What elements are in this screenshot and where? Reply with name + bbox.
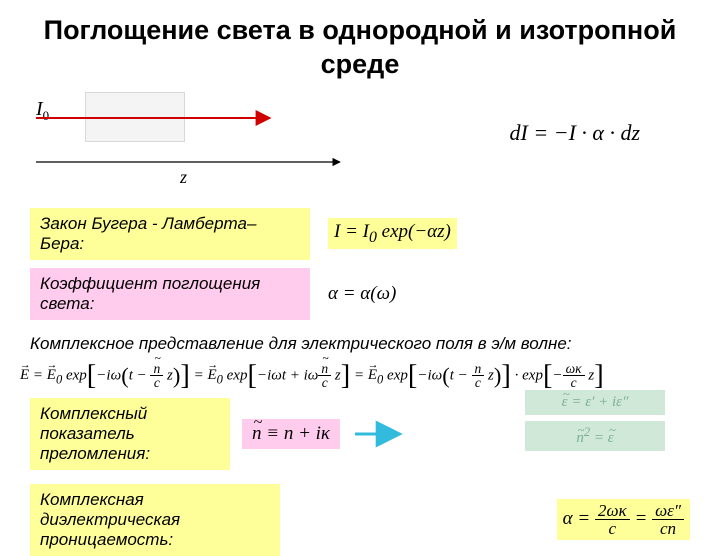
differential-equation: dI = −I · α · dz: [510, 120, 640, 146]
coef-formula: α = α(ω): [328, 283, 396, 305]
coef-label: Коэффициент поглощения света:: [30, 268, 310, 320]
law-label: Закон Бугера - Ламберта–Бера:: [30, 208, 310, 260]
green-box-1: ε = ε′ + iε″: [525, 390, 665, 415]
coef-row: Коэффициент поглощения света: α = α(ω): [30, 268, 690, 320]
blue-arrow-icon: [352, 419, 412, 449]
permittivity-row: Комплексная диэлектрическая проницаемост…: [30, 484, 690, 556]
green-side-boxes: ε = ε′ + iε″ n2 = ε: [525, 390, 665, 457]
permittivity-label: Комплексная диэлектрическая проницаемост…: [30, 484, 280, 556]
diagram-arrows: [30, 90, 360, 190]
green-box-2: n2 = ε: [525, 421, 665, 451]
diagram: I0 z dI = −I · α · dz: [30, 90, 690, 200]
refraction-label: Комплексныйпоказатель преломления:: [30, 398, 230, 470]
alpha-formula: α = 2ωκc = ωε″cn: [557, 499, 690, 540]
law-row: Закон Бугера - Ламберта–Бера: I = I0 exp…: [30, 208, 690, 260]
refraction-row: Комплексныйпоказатель преломления: n ≡ n…: [30, 398, 690, 470]
law-formula: I = I0 exp(−αz): [328, 218, 457, 250]
z-axis-label: z: [180, 167, 187, 188]
complex-field-label: Комплексное представление для электричес…: [30, 334, 690, 354]
long-equation: E = E0 exp[−iω(t − nc z)] = E0 exp[−iωt …: [20, 362, 700, 390]
refraction-formula: n ≡ n + iκ: [242, 419, 340, 449]
page-title: Поглощение света в однородной и изотропн…: [0, 0, 720, 90]
